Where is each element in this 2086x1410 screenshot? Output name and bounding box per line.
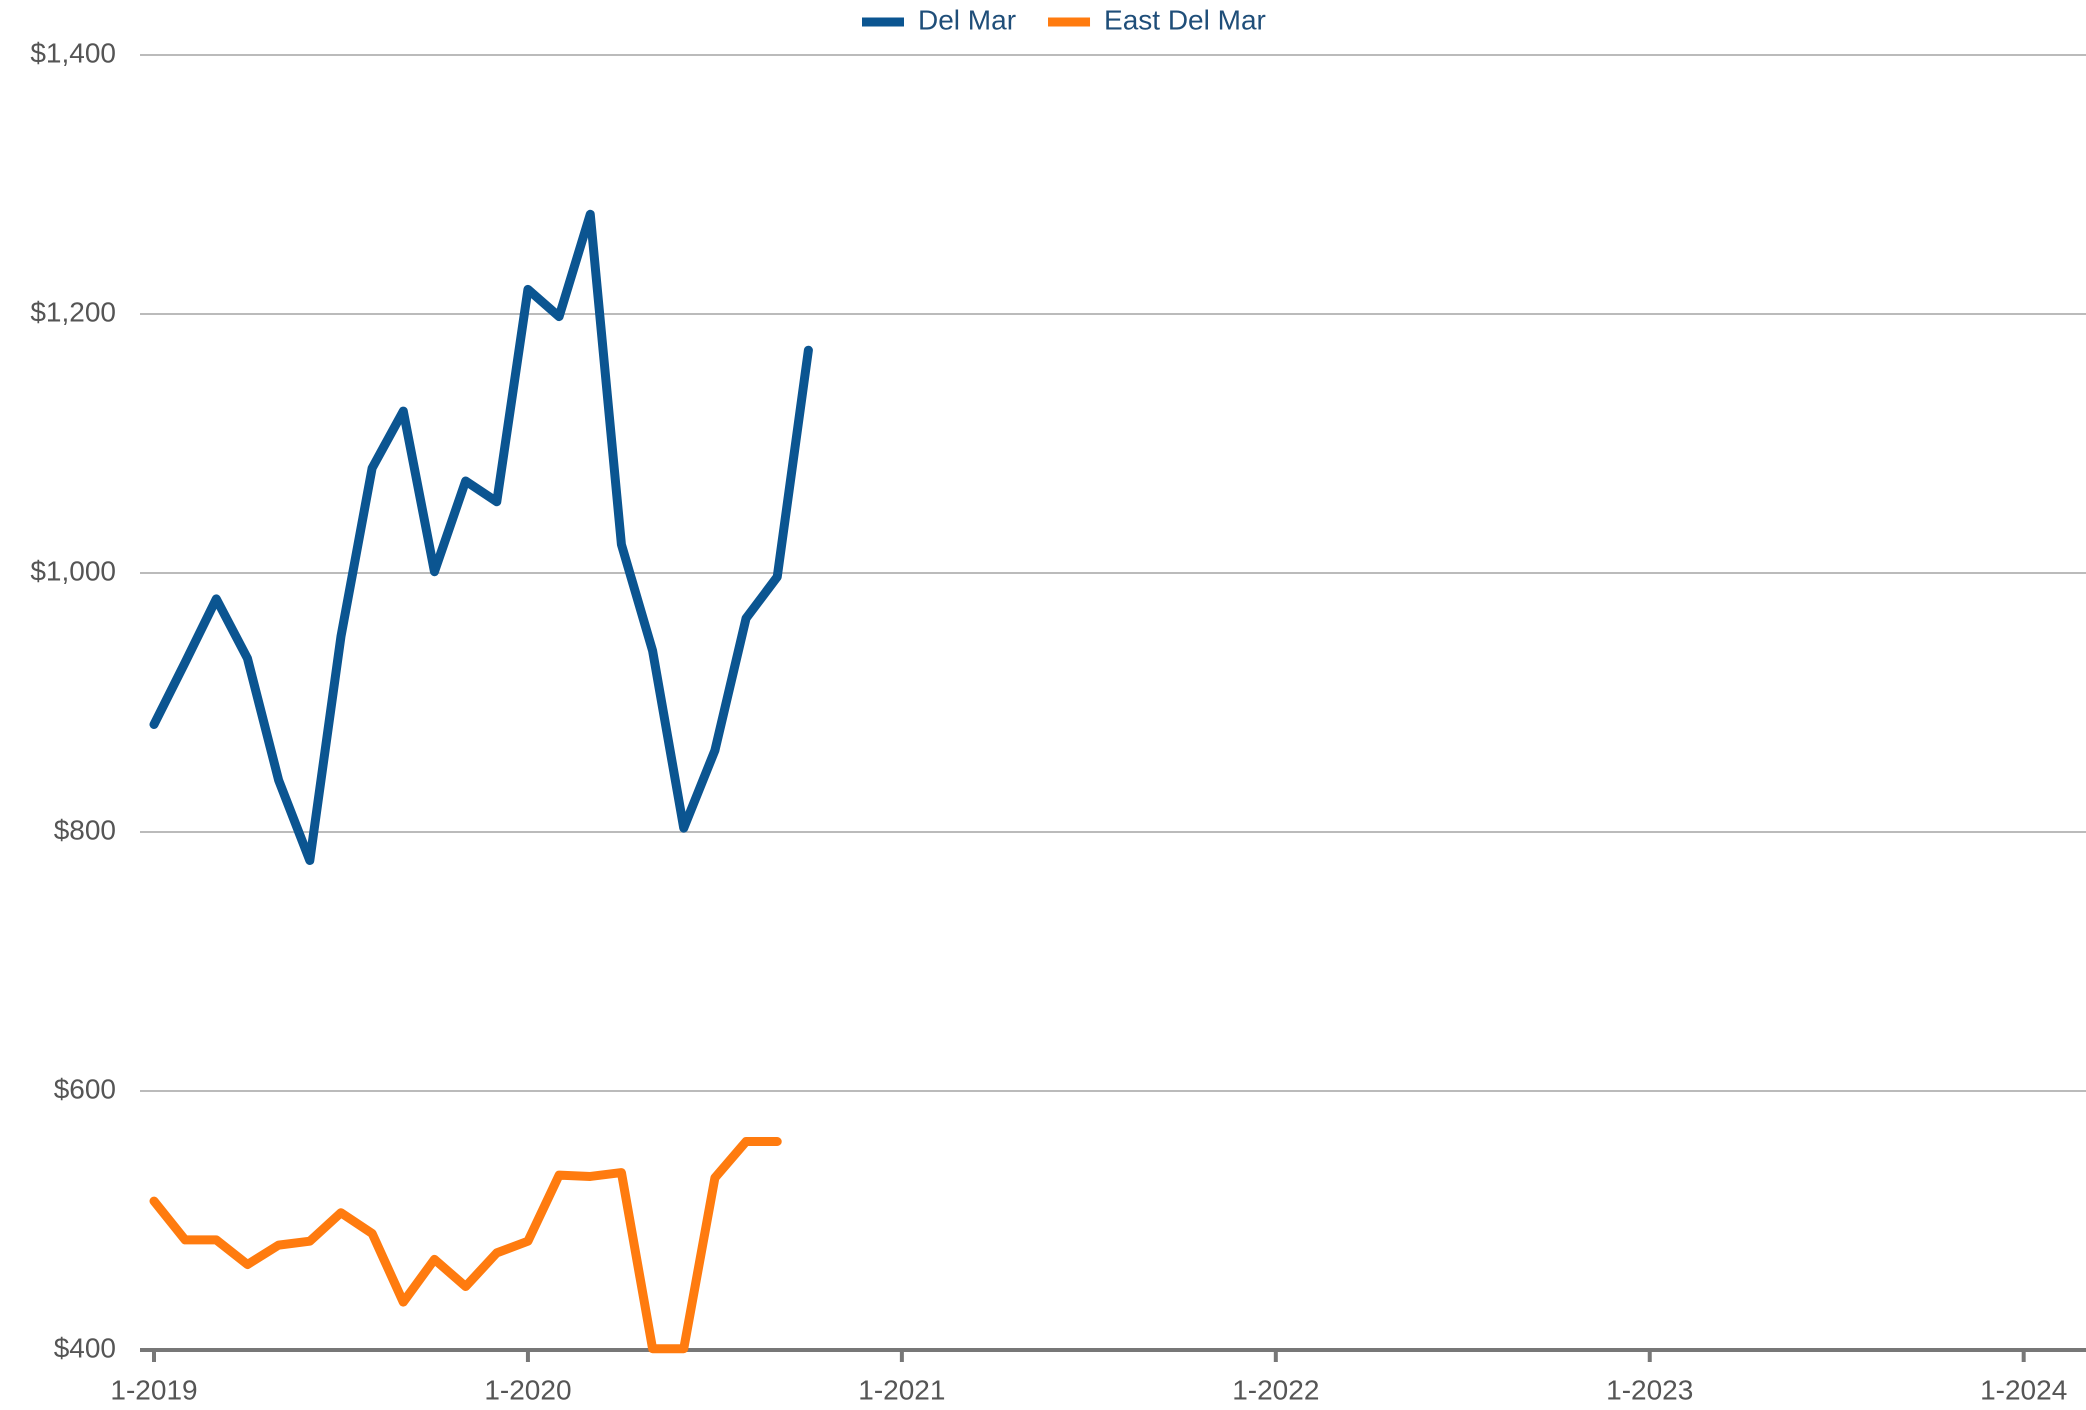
y-tick-label: $800 [54, 814, 116, 845]
x-tick-label: 1-2021 [858, 1374, 945, 1405]
y-tick-label: $1,200 [30, 296, 116, 327]
legend-label: Del Mar [918, 4, 1016, 35]
x-tick-label: 1-2019 [110, 1374, 197, 1405]
series-line [149, 1137, 782, 1354]
legend-label: East Del Mar [1104, 4, 1266, 35]
x-tick-label: 1-2024 [1980, 1374, 2067, 1405]
y-tick-label: $400 [54, 1332, 116, 1363]
x-tick-label: 1-2020 [484, 1374, 571, 1405]
y-tick-label: $1,400 [30, 37, 116, 68]
x-tick-label: 1-2023 [1606, 1374, 1693, 1405]
series-line [149, 209, 813, 865]
x-tick-label: 1-2022 [1232, 1374, 1319, 1405]
y-tick-label: $1,000 [30, 555, 116, 586]
y-tick-label: $600 [54, 1073, 116, 1104]
